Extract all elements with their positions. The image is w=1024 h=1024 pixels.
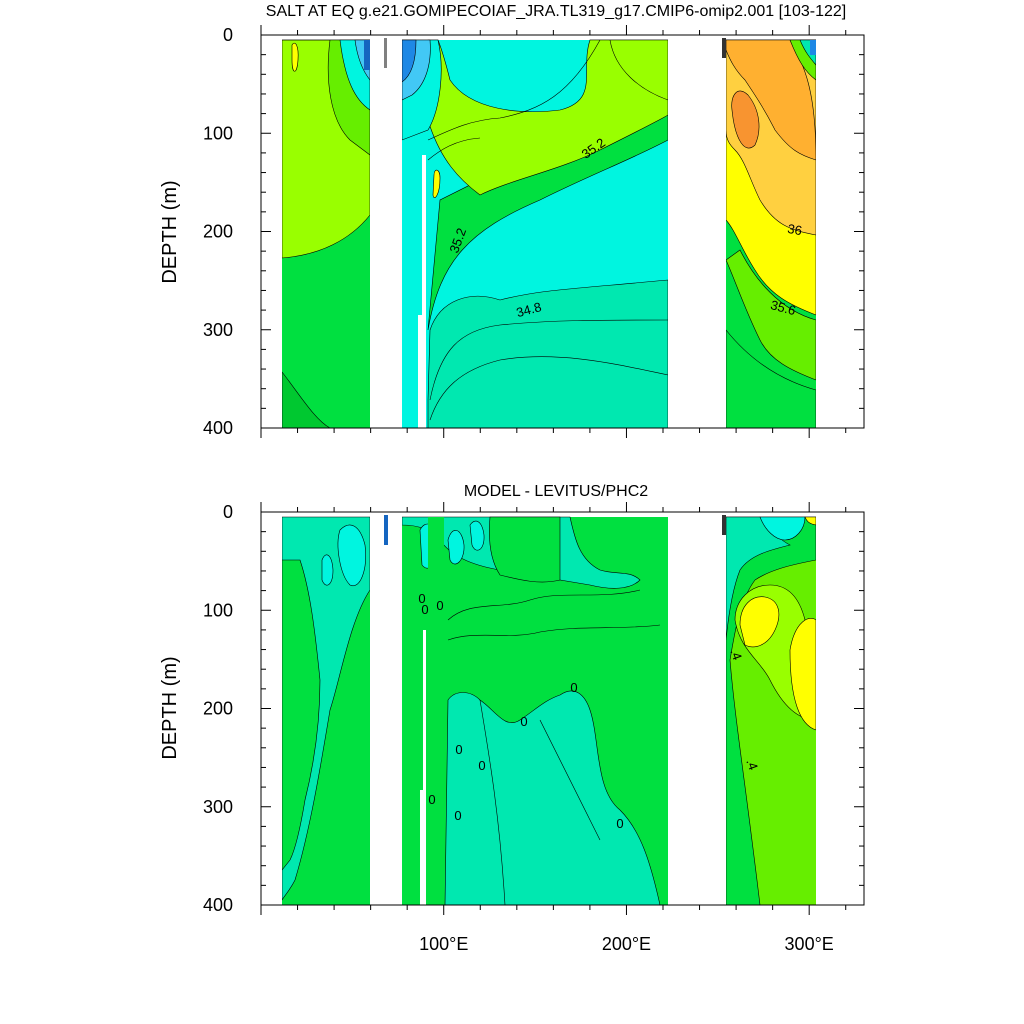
top-pac-yellow-spot bbox=[432, 169, 441, 198]
top-pac-contour-3 bbox=[609, 39, 669, 101]
x-tick-label: 300°E bbox=[785, 934, 834, 954]
bot-land-gap-2 bbox=[420, 790, 426, 905]
y-tick-label: 200 bbox=[203, 699, 233, 719]
top-atl-blue-tip bbox=[810, 40, 816, 55]
y-tick-label: 0 bbox=[223, 502, 233, 522]
top-pac-aqua bbox=[427, 279, 669, 428]
x-tick-label: 100°E bbox=[419, 934, 468, 954]
y-tick-label: 400 bbox=[203, 418, 233, 438]
bot-contour-label: 0 bbox=[454, 808, 461, 823]
top-strip-gap bbox=[422, 155, 426, 315]
top-axis-ticks: 0 100 200 300 400 bbox=[203, 25, 864, 438]
x-tick-label: 200°E bbox=[602, 934, 651, 954]
bottom-ylabel: DEPTH (m) bbox=[159, 656, 181, 759]
bot-land-gap-1 bbox=[370, 512, 402, 905]
top-ylabel: DEPTH (m) bbox=[159, 180, 181, 283]
bottom-contour-field bbox=[261, 512, 864, 905]
bot-pac-cyan-3 bbox=[469, 520, 485, 551]
bot-pac-green-strip bbox=[428, 517, 444, 905]
top-land-gap-2 bbox=[418, 315, 426, 428]
bot-contour-label: .4 bbox=[727, 647, 745, 662]
bottom-panel: MODEL - LEVITUS/PHC2 DEPTH (m) bbox=[159, 483, 865, 954]
bot-west-cyan bbox=[337, 524, 366, 587]
top-atl-lightgreen bbox=[725, 249, 817, 381]
top-panel: SALT AT EQ g.e21.GOMIPECOIAF_JRA.TL319_g… bbox=[159, 3, 865, 438]
top-atl-darkorange bbox=[731, 90, 760, 149]
top-contour-label: 35.6 bbox=[769, 297, 797, 318]
y-tick-label: 300 bbox=[203, 320, 233, 340]
top-west-yellow-spot bbox=[291, 42, 299, 72]
top-title: SALT AT EQ g.e21.GOMIPECOIAF_JRA.TL319_g… bbox=[266, 3, 846, 20]
bot-pac-contour-c bbox=[479, 699, 506, 905]
bot-contour-label: 0 bbox=[455, 742, 462, 757]
bot-west-green-tongue bbox=[281, 559, 321, 871]
top-pac-yellowgreen bbox=[427, 39, 669, 196]
y-tick-label: 0 bbox=[223, 25, 233, 45]
bottom-axis-ticks: 0 100 200 300 400 100°E 200°E 300°E bbox=[203, 502, 864, 954]
bot-pac-contour-b bbox=[447, 624, 661, 641]
top-pac-contour-5 bbox=[429, 356, 669, 421]
bot-land-gap-3 bbox=[668, 512, 726, 905]
bot-contour-label: .4 bbox=[743, 757, 761, 772]
y-tick-label: 400 bbox=[203, 895, 233, 915]
bot-west-cyan-2 bbox=[321, 554, 334, 586]
bot-atl-cyan bbox=[759, 516, 806, 541]
bot-island-marker-1 bbox=[384, 515, 388, 545]
bot-contour-label: 0 bbox=[418, 591, 425, 606]
top-land-gap-3 bbox=[668, 35, 726, 428]
top-pac-contour-1 bbox=[427, 39, 601, 141]
bot-contour-label: 0 bbox=[570, 680, 577, 695]
top-contour-label: 36 bbox=[786, 221, 803, 238]
bot-pac-contour-a bbox=[447, 589, 641, 621]
y-tick-label: 200 bbox=[203, 222, 233, 242]
y-tick-label: 300 bbox=[203, 797, 233, 817]
bot-contour-label: 0 bbox=[428, 792, 435, 807]
y-tick-label: 100 bbox=[203, 600, 233, 620]
y-tick-label: 100 bbox=[203, 123, 233, 143]
top-pac-contour-2 bbox=[427, 137, 481, 161]
bot-pac-greenblob bbox=[489, 516, 561, 583]
top-pac-blue bbox=[401, 39, 417, 83]
bot-contour-label: 0 bbox=[616, 816, 623, 831]
bot-strip-gap bbox=[423, 630, 426, 790]
top-island-marker-2 bbox=[722, 38, 726, 58]
bot-island-marker-2 bbox=[722, 515, 726, 535]
bot-atl-yellow-1 bbox=[739, 596, 780, 648]
top-land-gap-1 bbox=[370, 35, 402, 428]
top-contour-field bbox=[261, 35, 864, 428]
bot-contour-label: 0 bbox=[421, 602, 428, 617]
top-atl-orange bbox=[725, 39, 817, 161]
bot-pac-cyan-2 bbox=[447, 530, 465, 565]
top-west-darkblue bbox=[364, 40, 370, 70]
top-island-marker-1 bbox=[384, 38, 387, 68]
bot-contour-label: 0 bbox=[436, 598, 443, 613]
bottom-title: MODEL - LEVITUS/PHC2 bbox=[464, 483, 648, 500]
bot-contour-label: 0 bbox=[478, 758, 485, 773]
top-pac-contour-4 bbox=[429, 319, 669, 401]
bot-contour-label: 0 bbox=[520, 714, 527, 729]
top-contour-label: 34.8 bbox=[515, 299, 543, 320]
bot-atl-yellow-2 bbox=[789, 618, 817, 731]
bot-pac-contour-d bbox=[539, 719, 601, 841]
